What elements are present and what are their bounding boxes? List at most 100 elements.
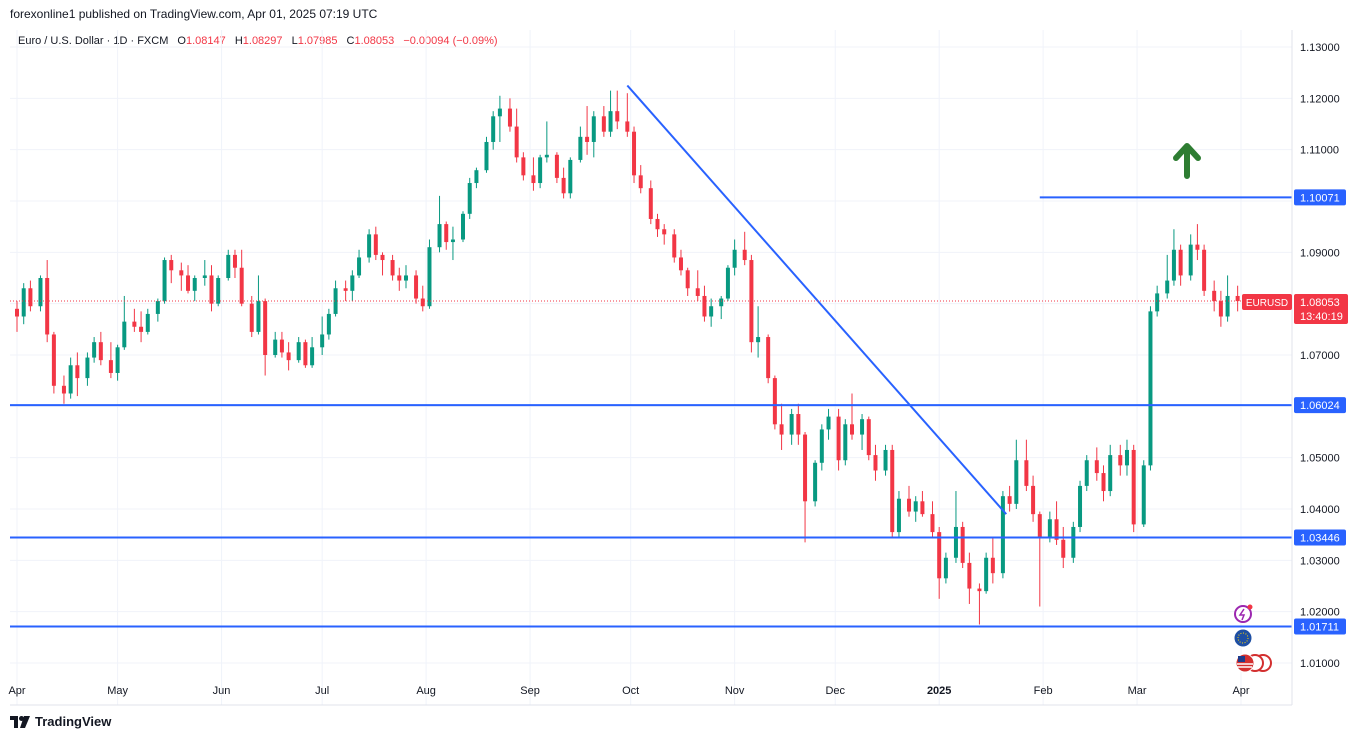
candle[interactable] bbox=[803, 432, 808, 543]
candle[interactable] bbox=[725, 265, 730, 302]
candle[interactable] bbox=[85, 352, 90, 386]
candle[interactable] bbox=[92, 337, 97, 363]
candle[interactable] bbox=[403, 265, 408, 289]
candle[interactable] bbox=[1188, 234, 1193, 281]
candle[interactable] bbox=[239, 249, 244, 307]
candle[interactable] bbox=[990, 537, 995, 584]
candle[interactable] bbox=[1178, 244, 1183, 286]
candle[interactable] bbox=[1141, 460, 1146, 527]
candle[interactable] bbox=[357, 249, 362, 278]
candle[interactable] bbox=[678, 249, 683, 276]
candle[interactable] bbox=[367, 229, 372, 263]
candle[interactable] bbox=[484, 136, 489, 173]
candle[interactable] bbox=[1131, 444, 1136, 533]
candle[interactable] bbox=[766, 334, 771, 384]
candle[interactable] bbox=[380, 252, 385, 276]
candle[interactable] bbox=[943, 552, 948, 584]
candle[interactable] bbox=[615, 90, 620, 130]
candle[interactable] bbox=[850, 393, 855, 440]
candle[interactable] bbox=[427, 239, 432, 309]
candle[interactable] bbox=[61, 375, 66, 404]
candle[interactable] bbox=[1014, 439, 1019, 509]
candle[interactable] bbox=[232, 249, 237, 278]
candle[interactable] bbox=[873, 444, 878, 481]
candle[interactable] bbox=[742, 231, 747, 266]
event-icons[interactable] bbox=[1233, 604, 1272, 673]
candle[interactable] bbox=[836, 408, 841, 471]
candle[interactable] bbox=[772, 375, 777, 430]
candle[interactable] bbox=[843, 419, 848, 466]
candle[interactable] bbox=[491, 111, 496, 150]
candle[interactable] bbox=[209, 265, 214, 312]
tradingview-footer[interactable]: TradingView bbox=[10, 714, 111, 729]
candle[interactable] bbox=[625, 93, 630, 137]
candle[interactable] bbox=[310, 337, 315, 368]
candle[interactable] bbox=[279, 331, 284, 358]
candle[interactable] bbox=[75, 352, 80, 397]
candle[interactable] bbox=[122, 295, 127, 350]
candle[interactable] bbox=[1071, 521, 1076, 563]
candle[interactable] bbox=[437, 195, 442, 253]
candle[interactable] bbox=[1000, 491, 1005, 579]
candle[interactable] bbox=[709, 298, 714, 327]
candle[interactable] bbox=[890, 444, 895, 538]
candle[interactable] bbox=[913, 496, 918, 522]
candle[interactable] bbox=[450, 226, 455, 261]
candle[interactable] bbox=[497, 95, 502, 142]
candle[interactable] bbox=[15, 301, 19, 332]
candle[interactable] bbox=[601, 106, 606, 137]
candle[interactable] bbox=[51, 331, 56, 394]
candle[interactable] bbox=[883, 444, 888, 476]
candle[interactable] bbox=[343, 280, 348, 302]
candle[interactable] bbox=[507, 98, 512, 132]
candle[interactable] bbox=[1148, 306, 1153, 471]
candle[interactable] bbox=[1007, 485, 1012, 512]
candle[interactable] bbox=[326, 308, 331, 340]
candle[interactable] bbox=[397, 267, 402, 291]
candle[interactable] bbox=[320, 316, 325, 356]
candle[interactable] bbox=[145, 308, 150, 335]
candle[interactable] bbox=[296, 337, 301, 363]
candle[interactable] bbox=[672, 229, 677, 263]
candle[interactable] bbox=[1202, 244, 1207, 296]
candle[interactable] bbox=[108, 342, 113, 379]
candle[interactable] bbox=[608, 90, 613, 137]
candle[interactable] bbox=[68, 357, 73, 399]
candle[interactable] bbox=[1155, 285, 1160, 317]
candle[interactable] bbox=[967, 552, 972, 604]
candle[interactable] bbox=[1124, 439, 1129, 476]
candle[interactable] bbox=[467, 177, 472, 219]
candle[interactable] bbox=[179, 262, 184, 291]
candle[interactable] bbox=[561, 167, 566, 199]
candle[interactable] bbox=[648, 180, 653, 225]
candle[interactable] bbox=[1171, 229, 1176, 286]
candle[interactable] bbox=[444, 221, 449, 250]
candle[interactable] bbox=[1084, 455, 1089, 492]
candle[interactable] bbox=[1195, 224, 1200, 261]
candle[interactable] bbox=[192, 275, 197, 302]
candle[interactable] bbox=[28, 280, 33, 312]
candle[interactable] bbox=[538, 154, 543, 189]
candle[interactable] bbox=[273, 331, 278, 358]
candle[interactable] bbox=[1108, 444, 1113, 497]
candle[interactable] bbox=[373, 226, 378, 261]
candle[interactable] bbox=[521, 152, 526, 181]
candle[interactable] bbox=[286, 342, 291, 371]
candle[interactable] bbox=[860, 414, 865, 450]
trendline[interactable] bbox=[626, 84, 1008, 515]
candle[interactable] bbox=[256, 275, 261, 335]
candle[interactable] bbox=[263, 298, 268, 376]
candle[interactable] bbox=[554, 152, 559, 184]
candle[interactable] bbox=[732, 239, 737, 276]
candle[interactable] bbox=[813, 460, 818, 507]
candle[interactable] bbox=[461, 211, 466, 243]
candle[interactable] bbox=[632, 126, 637, 184]
candle[interactable] bbox=[977, 583, 982, 625]
candle[interactable] bbox=[1024, 439, 1029, 492]
candle[interactable] bbox=[1061, 526, 1066, 569]
candle[interactable] bbox=[186, 265, 191, 294]
candle[interactable] bbox=[655, 213, 660, 237]
candle[interactable] bbox=[695, 270, 700, 302]
candle[interactable] bbox=[749, 254, 754, 353]
